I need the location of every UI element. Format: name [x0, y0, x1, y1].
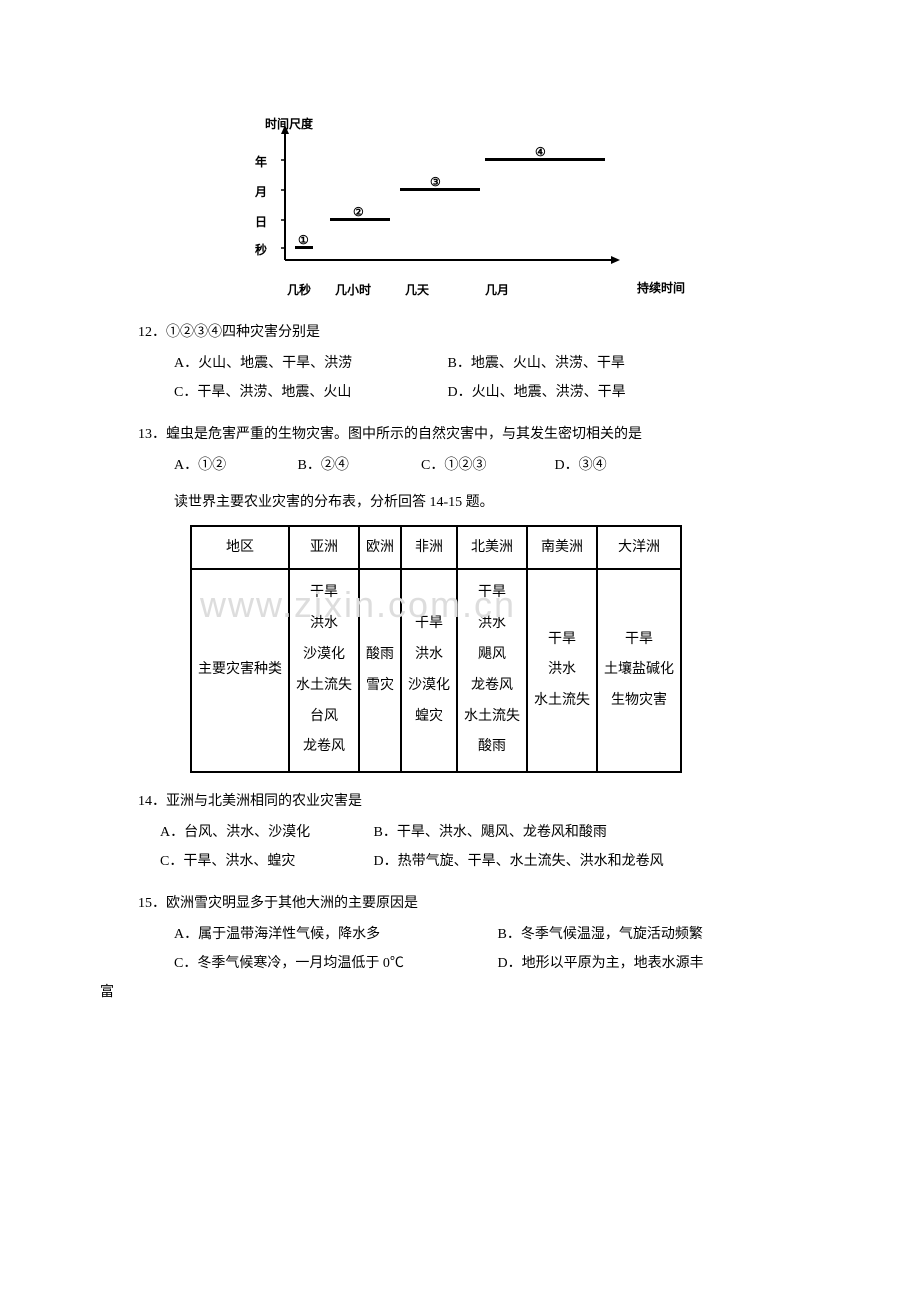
q13: 13．蝗虫是危害严重的生物灾害。图中所示的自然灾害中，与其发生密切相关的是 A．…: [130, 422, 820, 478]
cell-africa: 干旱 洪水 沙漠化 蝗灾: [401, 569, 457, 772]
x-axis-title: 持续时间: [637, 278, 685, 300]
q13-opt-a: A．①②: [174, 453, 294, 478]
th-samerica: 南美洲: [527, 526, 597, 569]
q12-opt-c: C．干旱、洪涝、地震、火山: [174, 380, 444, 405]
x-tick-mon: 几月: [485, 280, 509, 302]
q15-opt-b: B．冬季气候温湿，气旋活动频繁: [498, 922, 703, 947]
q12-opt-a: A．火山、地震、干旱、洪涝: [174, 351, 444, 376]
q13-opt-c: C．①②③: [421, 453, 551, 478]
cell-namerica: 干旱 洪水 飓风 龙卷风 水土流失 酸雨: [457, 569, 527, 772]
q13-opt-d: D．③④: [555, 453, 607, 478]
q14-stem: 14．亚洲与北美洲相同的农业灾害是: [138, 789, 820, 814]
q12: 12．①②③④四种灾害分别是 A．火山、地震、干旱、洪涝 B．地震、火山、洪涝、…: [130, 320, 820, 406]
table-intro: 读世界主要农业灾害的分布表，分析回答 14-15 题。: [174, 490, 820, 515]
q15-opt-a: A．属于温带海洋性气候，降水多: [174, 922, 494, 947]
q15: 15．欧洲雪灾明显多于其他大洲的主要原因是 A．属于温带海洋性气候，降水多 B．…: [130, 891, 820, 977]
marker-3: ③: [430, 172, 441, 194]
q15-stem: 15．欧洲雪灾明显多于其他大洲的主要原因是: [138, 891, 820, 916]
q12-opt-d: D．火山、地震、洪涝、干旱: [448, 380, 626, 405]
q15-opt-d-cont: 富: [100, 980, 820, 1005]
q13-opt-b: B．②④: [298, 453, 418, 478]
y-tick-second: 秒: [255, 240, 267, 262]
table-header-row: 地区 亚洲 欧洲 非洲 北美洲 南美洲 大洋洲: [191, 526, 681, 569]
cell-europe: 酸雨 雪灾: [359, 569, 401, 772]
q14-opt-c: C．干旱、洪水、蝗灾: [160, 849, 370, 874]
q14: 14．亚洲与北美洲相同的农业灾害是 A．台风、洪水、沙漠化 B．干旱、洪水、飓风…: [130, 789, 820, 875]
marker-2: ②: [353, 202, 364, 224]
q14-opt-a: A．台风、洪水、沙漠化: [160, 820, 370, 845]
marker-4: ④: [535, 142, 546, 164]
q12-opt-b: B．地震、火山、洪涝、干旱: [448, 351, 625, 376]
q14-opt-d: D．热带气旋、干旱、水土流失、洪水和龙卷风: [374, 849, 664, 874]
th-africa: 非洲: [401, 526, 457, 569]
q15-opt-c: C．冬季气候寒冷，一月均温低于 0℃: [174, 951, 494, 976]
q14-opt-b: B．干旱、洪水、飓风、龙卷风和酸雨: [374, 820, 607, 845]
y-tick-year: 年: [255, 152, 267, 174]
q12-stem: 12．①②③④四种灾害分别是: [138, 320, 820, 345]
x-tick-day: 几天: [405, 280, 429, 302]
table-row: 主要灾害种类 干旱 洪水 沙漠化 水土流失 台风 龙卷风 酸雨 雪灾 干旱 洪水…: [191, 569, 681, 772]
th-region: 地区: [191, 526, 289, 569]
cell-oceania: 干旱 土壤盐碱化 生物灾害: [597, 569, 681, 772]
y-tick-day: 日: [255, 212, 267, 234]
th-asia: 亚洲: [289, 526, 359, 569]
q15-opt-d: D．地形以平原为主，地表水源丰: [498, 951, 704, 976]
disaster-table: 地区 亚洲 欧洲 非洲 北美洲 南美洲 大洋洲 主要灾害种类 干旱 洪水 沙漠化…: [190, 525, 682, 773]
y-axis-title: 时间尺度: [265, 114, 313, 136]
cell-asia: 干旱 洪水 沙漠化 水土流失 台风 龙卷风: [289, 569, 359, 772]
th-oceania: 大洋洲: [597, 526, 681, 569]
y-tick-month: 月: [255, 182, 267, 204]
marker-1: ①: [298, 230, 309, 252]
q13-stem: 13．蝗虫是危害严重的生物灾害。图中所示的自然灾害中，与其发生密切相关的是: [138, 422, 820, 447]
th-namerica: 北美洲: [457, 526, 527, 569]
row-label: 主要灾害种类: [191, 569, 289, 772]
x-tick-hr: 几小时: [335, 280, 371, 302]
x-tick-sec: 几秒: [287, 280, 311, 302]
cell-samerica: 干旱 洪水 水土流失: [527, 569, 597, 772]
chart-figure: 时间尺度 年 月 日 秒 几秒 几小时 几天 几月 持续时间 ① ② ③ ④: [275, 120, 675, 280]
th-europe: 欧洲: [359, 526, 401, 569]
